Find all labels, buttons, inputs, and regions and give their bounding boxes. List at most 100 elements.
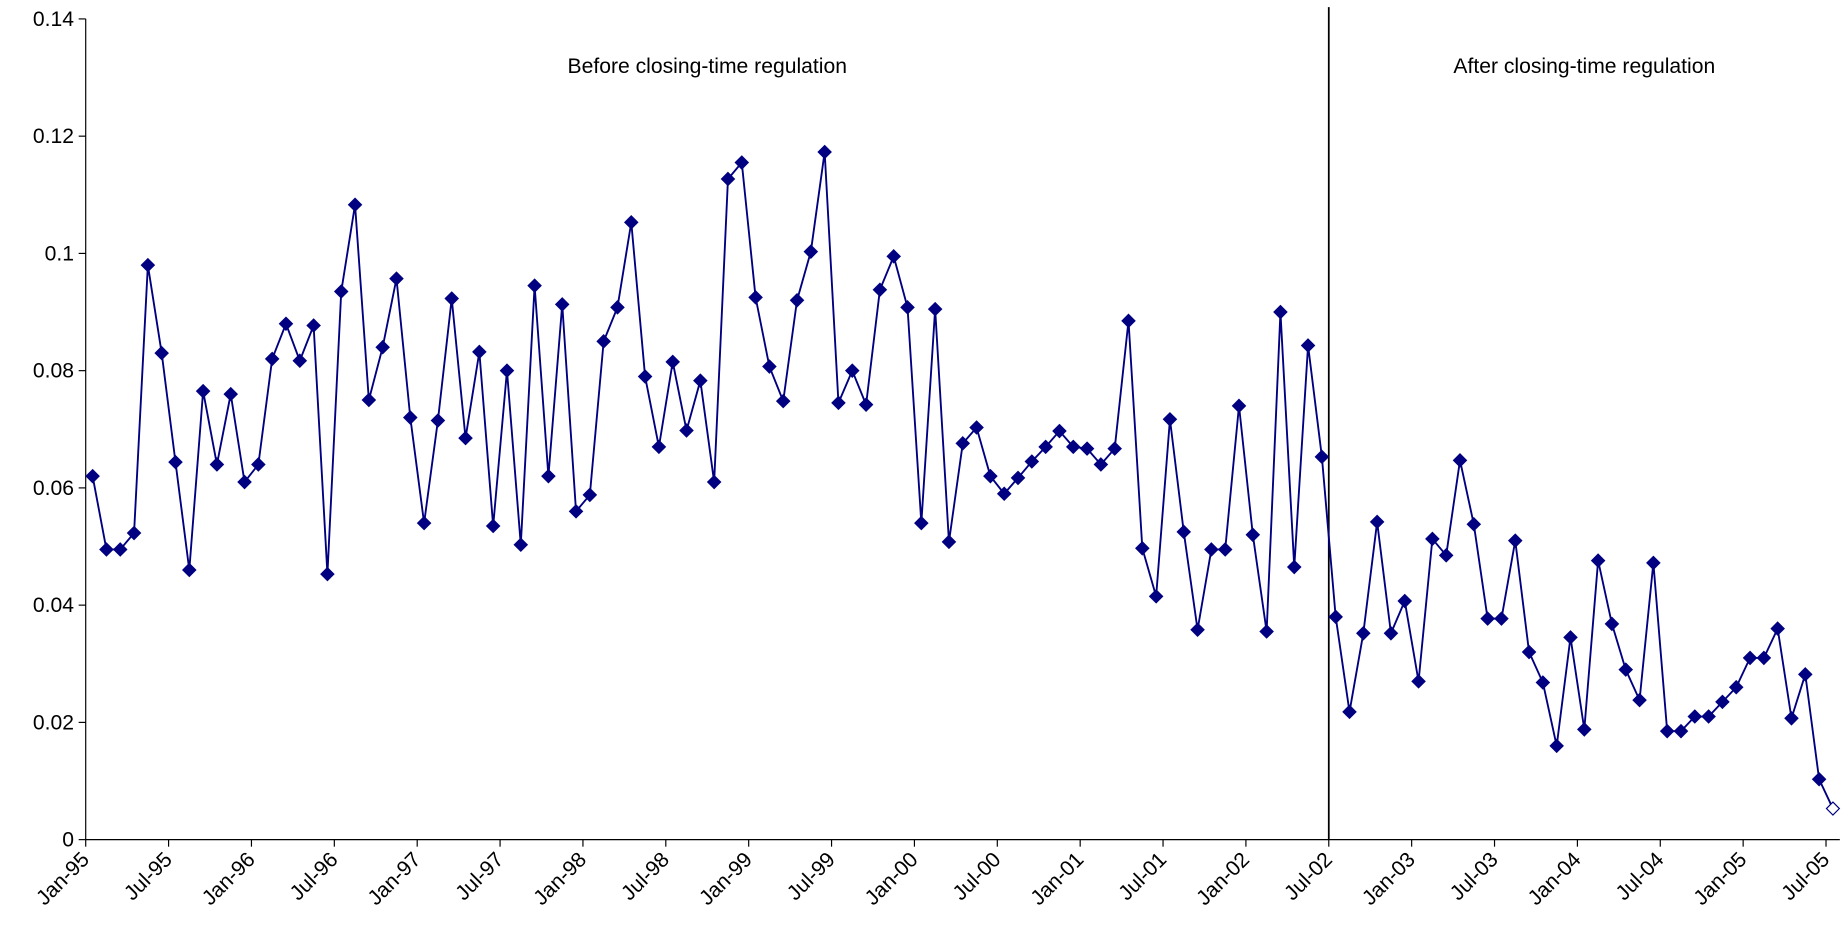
marker [679,423,694,438]
marker [416,515,432,531]
marker [513,537,529,553]
marker [1217,542,1233,557]
marker [803,244,819,259]
x-tick-label: Jan-01 [1026,848,1088,910]
marker [1466,516,1482,532]
marker [1577,722,1592,737]
marker [1701,709,1716,724]
x-tick-label: Jan-05 [1689,848,1751,910]
marker [1742,650,1758,666]
marker [499,363,515,378]
marker [1646,555,1661,571]
marker [195,383,211,399]
x-tick-label: Jul-96 [286,848,343,905]
y-tick-label: 0.06 [33,477,74,500]
marker [1604,616,1620,632]
annotation: After closing-time regulation [1453,55,1715,78]
marker [1715,694,1730,710]
marker [1549,738,1564,754]
marker [182,562,197,578]
marker [1107,441,1122,456]
marker [1825,801,1841,816]
marker [872,282,888,298]
marker [927,301,943,317]
marker [375,339,390,355]
marker [126,525,142,541]
marker [389,271,404,286]
marker [969,420,984,435]
marker [209,457,225,472]
x-tick-label: Jan-00 [861,848,923,910]
x-tick-label: Jan-95 [32,848,94,910]
marker [1369,514,1385,530]
x-tick-label: Jul-98 [617,848,674,905]
x-tick-label: Jul-97 [451,848,508,905]
marker [1328,609,1343,625]
marker [831,395,846,411]
marker [1659,723,1675,739]
marker [485,518,501,534]
x-tick-label: Jul-02 [1280,848,1337,905]
marker [444,291,460,306]
marker [99,542,114,557]
marker [1010,470,1026,486]
marker [983,468,998,484]
marker [1411,674,1426,689]
marker [623,215,639,230]
marker [610,300,625,315]
x-tick-label: Jan-04 [1524,848,1586,910]
x-tick-label: Jan-96 [198,848,260,910]
marker [1383,625,1399,641]
marker [1480,611,1495,626]
marker [1438,548,1454,563]
y-tick-label: 0.14 [33,8,74,31]
marker [941,534,957,550]
marker [541,468,556,484]
marker [1038,439,1053,455]
marker [1521,644,1537,660]
marker [734,155,750,170]
marker [1245,527,1261,543]
marker [1065,439,1081,455]
marker [817,144,832,160]
marker [996,486,1012,502]
marker [168,454,183,470]
marker [886,249,901,264]
marker [1632,692,1647,708]
marker [665,354,681,370]
series-line [91,151,1834,809]
marker [458,430,473,446]
marker [1093,457,1109,472]
x-tick-label: Jul-04 [1612,848,1669,905]
marker [292,353,308,368]
marker [955,436,971,451]
marker [1176,524,1192,540]
marker [706,474,722,490]
marker [1811,771,1827,787]
marker [554,297,570,312]
x-tick-label: Jan-99 [695,848,757,910]
marker [1135,540,1150,556]
marker [568,504,584,519]
marker [1452,453,1468,468]
marker [347,197,363,213]
marker [472,344,487,360]
marker [154,345,169,361]
marker [223,386,239,402]
marker [251,457,266,472]
marker [320,566,335,582]
marker [1024,454,1040,469]
marker [1798,667,1813,682]
marker [1770,621,1785,636]
x-tick-label: Jul-00 [949,848,1006,905]
marker [237,474,252,490]
marker [264,351,280,367]
marker [1204,542,1219,557]
marker [775,393,791,409]
marker [403,410,418,425]
marker [1507,533,1523,548]
marker [112,542,128,557]
marker [1314,449,1330,465]
marker [278,316,294,332]
marker [596,334,611,349]
